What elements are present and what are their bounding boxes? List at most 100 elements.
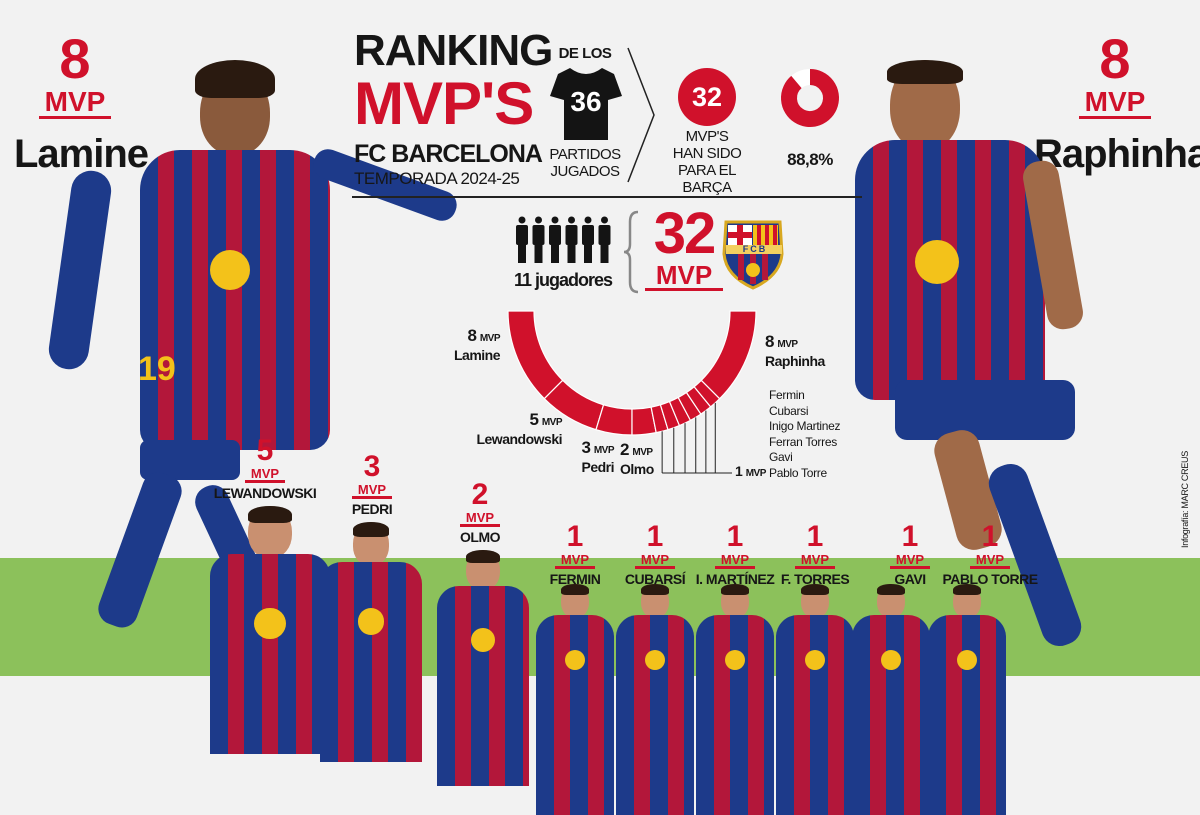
player-name: F. TORRES	[780, 571, 850, 587]
player-name: GAVI	[894, 571, 926, 587]
label-olmo-n: 2	[620, 440, 629, 459]
matches-label-2: JUGADOS	[550, 163, 620, 180]
player-mvp-label: MVP	[351, 483, 393, 499]
player-photo	[696, 584, 774, 815]
raphinha-header: 8 MVP	[1070, 30, 1160, 119]
total-mvp-count: 32	[653, 201, 717, 266]
player-photo	[210, 506, 330, 754]
player-mvp-count: 1	[901, 520, 919, 553]
player-name: OLMO	[460, 529, 501, 545]
label-pedri-unit: MVP	[593, 445, 615, 456]
player-mvp-count: 1	[646, 520, 664, 553]
player-mvp-count: 3	[363, 450, 381, 483]
label-olmo-name: Olmo	[620, 461, 654, 477]
one-mvp-name: Gavi	[769, 450, 793, 464]
lamine-mvp-count: 8	[59, 27, 91, 90]
player-mvp-label: MVP	[634, 553, 676, 569]
label-one-n: 1	[735, 463, 743, 479]
player-name: FERMIN	[549, 571, 601, 587]
lamine-photo: 19	[46, 60, 461, 660]
player-photo	[536, 584, 614, 815]
player-photo	[928, 584, 1006, 815]
label-lamine: 8 MVP Lamine	[420, 326, 501, 363]
label-pedri-name: Pedri	[581, 459, 614, 475]
person-icon	[568, 216, 575, 224]
person-icon	[584, 216, 592, 224]
segment-raphinha	[700, 310, 757, 400]
player-label: 1 MVP CUBARSÍ	[600, 520, 710, 588]
total-mvp-label: MVP	[645, 262, 723, 291]
chevron-divider	[627, 47, 655, 183]
one-mvp-name: Pablo Torre	[769, 465, 827, 480]
label-lewandowski: 5 MVP Lewandowski	[462, 410, 563, 447]
fcb-crest	[722, 220, 784, 290]
player-name: PEDRI	[351, 501, 393, 517]
player-mvp-count: 1	[806, 520, 824, 553]
credit: Infografía: MARC CREUS	[1180, 451, 1190, 548]
player-label: 1 MVP F. TORRES	[760, 520, 870, 588]
label-raphinha-n: 8	[765, 332, 774, 351]
one-mvp-name: Ferran Torres	[769, 434, 837, 449]
label-olmo: 2 MVP Olmo	[620, 440, 654, 477]
label-pedri: 3 MVP Pedri	[574, 438, 615, 475]
label-raphinha: 8 MVP Raphinha	[765, 332, 825, 369]
player-mvp-label: MVP	[889, 553, 931, 569]
raphinha-mvp-count: 8	[1099, 27, 1131, 90]
player-label: 3 MVP PEDRI	[317, 450, 427, 518]
player-mvp-label: MVP	[244, 467, 286, 483]
label-lamine-n: 8	[467, 326, 477, 345]
player-label: 1 MVP I. MARTÍNEZ	[680, 522, 790, 588]
percent-donut	[781, 69, 839, 127]
player-mvp-count: 1	[981, 520, 999, 553]
player-label: 1 MVP GAVI	[855, 522, 965, 587]
person-icon	[518, 216, 526, 224]
label-lewandowski-unit: MVP	[541, 417, 563, 428]
segment-lamine	[507, 310, 564, 400]
mvps-label-2: HAN SIDO	[672, 145, 742, 162]
label-one-unit: MVP	[745, 468, 767, 479]
label-pedri-n: 3	[581, 438, 591, 457]
lamine-shirt-number: 19	[138, 350, 176, 388]
brace	[623, 210, 639, 294]
label-lamine-unit: MVP	[479, 333, 501, 344]
mvps-circle: 32	[678, 68, 736, 126]
player-label: 1 MVP FERMIN	[520, 520, 630, 588]
mvps-label-3: PARA EL BARÇA	[678, 162, 736, 196]
title-club: FC BARCELONA	[354, 140, 543, 168]
players-count-label: 11 jugadores	[513, 270, 613, 290]
one-mvp-name: Fermin	[769, 388, 805, 402]
player-mvp-count: 5	[256, 434, 274, 467]
label-one-mvp: 1 MVP	[735, 463, 766, 482]
player-photo	[320, 522, 422, 763]
person-icon	[601, 216, 608, 224]
player-label: 5 MVP LEWANDOWSKI	[210, 434, 320, 502]
title-block: RANKING MVP'S FC BARCELONA TEMPORADA 202…	[354, 28, 553, 190]
matches-label: PARTIDOS JUGADOS	[545, 146, 625, 180]
label-lamine-name: Lamine	[453, 347, 501, 363]
person-icon	[535, 216, 542, 224]
player-name: I. MARTÍNEZ	[695, 571, 775, 587]
mvps-label: MVP'S HAN SIDO PARA EL BARÇA	[655, 128, 759, 196]
player-mvp-label: MVP	[554, 553, 596, 569]
lamine-name: Lamine	[14, 132, 149, 176]
people-icon	[516, 216, 611, 263]
raphinha-mvp-label: MVP	[1078, 88, 1152, 119]
player-name: PABLO TORRE	[942, 571, 1038, 587]
player-mvp-label: MVP	[794, 553, 836, 569]
label-lewandowski-n: 5	[529, 410, 539, 429]
label-raphinha-unit: MVP	[777, 339, 798, 350]
player-mvp-count: 2	[471, 478, 489, 511]
player-mvp-count: 1	[566, 520, 584, 553]
raphinha-photo	[845, 60, 1115, 660]
percent-arc	[781, 69, 839, 127]
lamine-mvp-label: MVP	[38, 88, 112, 119]
raphinha-name: Raphinha	[1034, 132, 1200, 176]
crest-text: FCB	[742, 244, 768, 254]
player-label: 1 MVP PABLO TORRE	[935, 520, 1045, 588]
player-label: 2 MVP OLMO	[425, 480, 535, 545]
player-name: CUBARSÍ	[624, 571, 686, 587]
label-olmo-unit: MVP	[632, 447, 653, 458]
de-los-label: DE LOS	[558, 45, 612, 62]
label-raphinha-name: Raphinha	[765, 353, 825, 369]
player-photo	[776, 584, 854, 815]
